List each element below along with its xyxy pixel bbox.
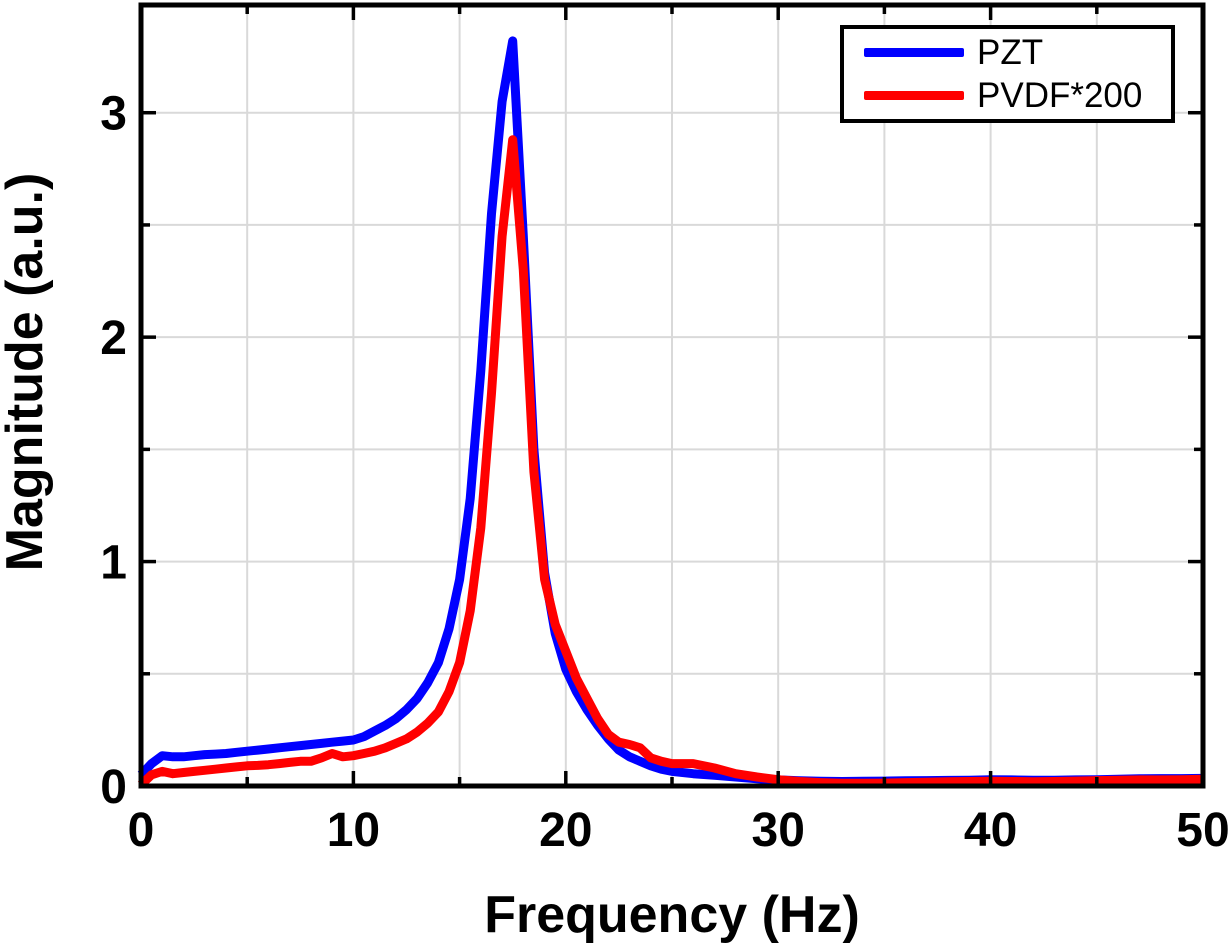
y-tick-label-0: 0	[100, 761, 127, 814]
y-tick-label-3: 3	[100, 88, 127, 141]
tick-labels: 0 10 20 30 40 50 0 1 2 3	[100, 88, 1228, 857]
x-tick-label-20: 20	[539, 804, 592, 857]
x-tick-label-10: 10	[327, 804, 380, 857]
y-tick-label-2: 2	[100, 312, 127, 365]
x-tick-label-0: 0	[128, 804, 155, 857]
gridlines	[141, 5, 1203, 786]
y-tick-label-1: 1	[100, 537, 127, 590]
y-axis-title: Magnitude (a.u.)	[0, 173, 54, 572]
legend-item-pzt: PZT	[864, 32, 1171, 74]
pzt-line-swatch	[864, 48, 964, 57]
curve-pvdf-200	[137, 135, 1204, 789]
axes-frame	[138, 2, 1206, 789]
data-curves	[137, 36, 1204, 789]
pvdf-line-swatch	[864, 91, 964, 100]
x-tick-label-50: 50	[1176, 804, 1228, 857]
legend: PZT PVDF*200	[840, 25, 1175, 123]
legend-label-pzt: PZT	[977, 33, 1044, 72]
x-tick-label-40: 40	[964, 804, 1017, 857]
x-axis-title: Frequency (Hz)	[484, 886, 860, 944]
legend-item-pvdf: PVDF*200	[864, 75, 1171, 117]
x-tick-label-30: 30	[752, 804, 805, 857]
legend-label-pvdf: PVDF*200	[977, 76, 1143, 115]
